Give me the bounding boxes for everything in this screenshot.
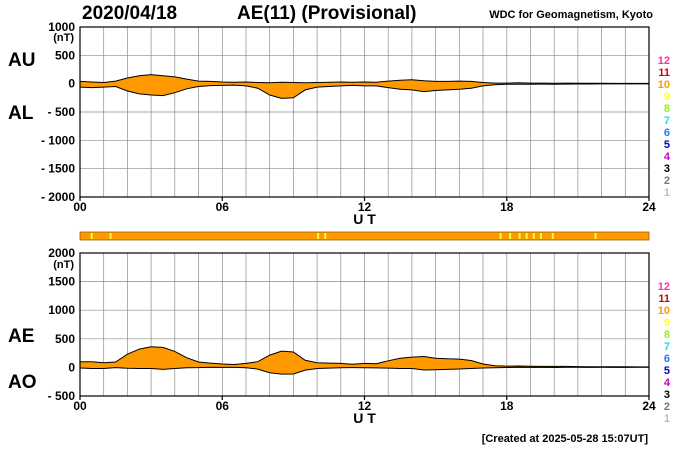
upper-y-tick-label: 0 (68, 77, 75, 91)
lower-y-tick-label: - 500 (48, 389, 76, 403)
status-mark (532, 233, 535, 239)
lower-y-tick-label: 500 (55, 332, 75, 346)
lower-x-tick-label: 18 (500, 399, 514, 413)
series-line-al (79, 83, 649, 99)
lower-y-tick-label: 1000 (48, 303, 75, 317)
upper-y-tick-label: - 2000 (41, 190, 75, 204)
legend-label-9: 9 (664, 317, 670, 329)
status-mark (499, 233, 502, 239)
status-mark (518, 233, 521, 239)
series-line-au (79, 74, 649, 84)
upper-y-tick-label: - 500 (48, 105, 76, 119)
upper-x-tick-label: 18 (500, 200, 514, 214)
al-label: AL (8, 103, 34, 124)
created-timestamp: [Created at 2025-05-28 15:07UT] (481, 433, 648, 445)
upper-y-tick-label: 500 (55, 48, 75, 62)
date-label: 2020/04/18 (82, 3, 178, 24)
source-label: WDC for Geomagnetism, Kyoto (489, 9, 653, 21)
legend-label-3: 3 (664, 389, 670, 401)
lower-y-tick-label: 1500 (48, 275, 75, 289)
lower-y-tick-label: 2000 (48, 246, 75, 260)
legend-label-11: 11 (658, 67, 670, 79)
legend-label-1: 1 (664, 413, 670, 425)
series-line-ao (79, 366, 649, 375)
legend-label-1: 1 (664, 187, 670, 199)
upper-y-tick-label: - 1000 (41, 133, 75, 147)
lower-unit-label: (nT) (53, 259, 74, 271)
legend-label-4: 4 (664, 151, 671, 163)
upper-area-fill (80, 74, 649, 99)
lower-x-tick-label: 00 (73, 399, 87, 413)
legend-label-12: 12 (658, 55, 670, 67)
upper-x-axis-label: U T (353, 211, 376, 227)
upper-x-tick-label: 24 (642, 200, 656, 214)
status-mark (324, 233, 327, 239)
status-mark (90, 233, 93, 239)
upper-x-tick-label: 00 (73, 200, 87, 214)
legend-label-5: 5 (664, 139, 670, 151)
series-line-ae (80, 346, 649, 368)
legend-label-8: 8 (664, 329, 670, 341)
status-mark (509, 233, 512, 239)
legend-label-6: 6 (664, 127, 670, 139)
status-mark (525, 233, 528, 239)
upper-y-tick-label: 1000 (48, 20, 75, 34)
legend-label-8: 8 (664, 103, 670, 115)
ae-label: AE (8, 326, 35, 347)
status-mark (594, 233, 597, 239)
legend-label-3: 3 (664, 163, 670, 175)
status-mark (539, 233, 542, 239)
legend-label-9: 9 (664, 91, 670, 103)
legend-label-5: 5 (664, 365, 670, 377)
legend-label-4: 4 (664, 377, 671, 389)
lower-x-tick-label: 12 (358, 399, 372, 413)
lower-x-tick-label: 24 (642, 399, 656, 413)
legend-label-7: 7 (664, 115, 670, 127)
ao-label: AO (8, 372, 37, 393)
lower-y-tick-label: 0 (68, 360, 75, 374)
chart-title: AE(11) (Provisional) (237, 3, 417, 24)
legend-label-2: 2 (664, 175, 670, 187)
legend-label-2: 2 (664, 401, 670, 413)
upper-x-tick-label: 06 (216, 200, 230, 214)
legend-label-10: 10 (658, 79, 670, 91)
status-mark (551, 233, 554, 239)
legend-label-6: 6 (664, 353, 670, 365)
au-label: AU (8, 50, 36, 71)
legend-label-7: 7 (664, 341, 670, 353)
lower-x-tick-label: 06 (216, 399, 230, 413)
legend-label-12: 12 (658, 281, 670, 293)
status-mark (109, 233, 112, 239)
status-bar (79, 231, 650, 241)
legend-label-11: 11 (658, 293, 670, 305)
upper-unit-label: (nT) (53, 32, 74, 44)
status-mark (317, 233, 320, 239)
upper-x-tick-label: 12 (358, 200, 372, 214)
lower-x-axis-label: U T (353, 410, 376, 426)
legend-label-10: 10 (658, 305, 670, 317)
upper-y-tick-label: - 1500 (41, 162, 75, 176)
